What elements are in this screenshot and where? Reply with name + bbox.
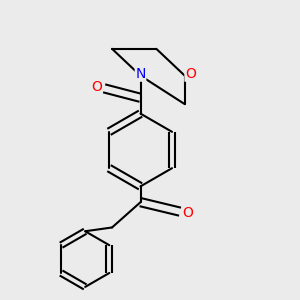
Text: O: O — [91, 80, 102, 94]
Text: O: O — [182, 206, 194, 220]
Text: O: O — [185, 67, 196, 81]
Text: N: N — [135, 67, 146, 81]
